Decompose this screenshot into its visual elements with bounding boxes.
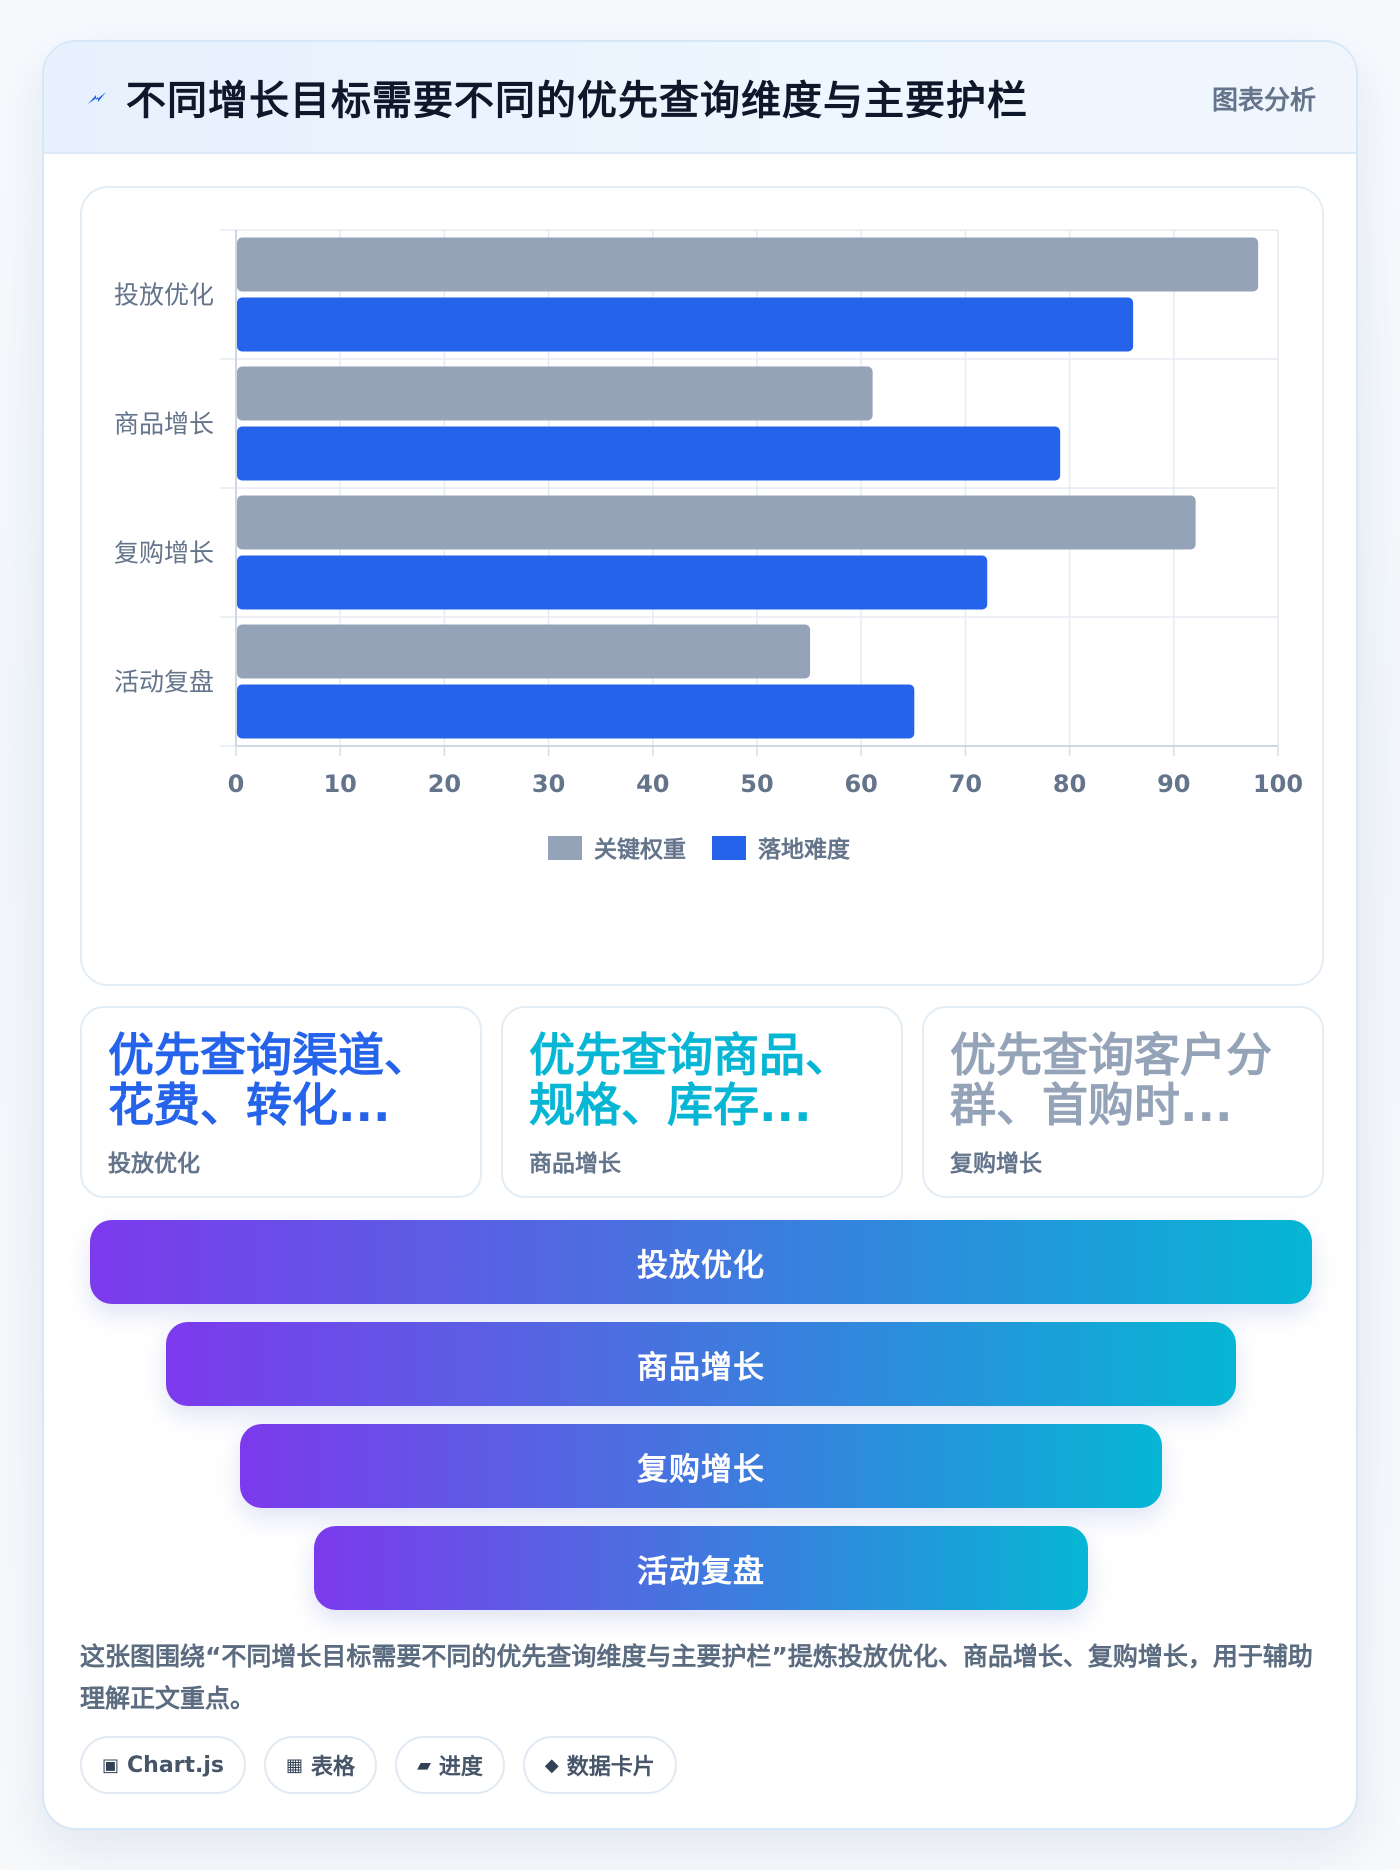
tick-label-x: 100 [1253,770,1303,798]
funnel-step-3: 复购增长 [240,1424,1162,1508]
bar-weight [237,495,1196,550]
chip-label: 进度 [438,1755,483,1780]
lightning-icon [88,92,106,104]
legend-label: 落地难度 [758,836,851,863]
category-label: 复购增长 [114,539,214,568]
stat-card-3: 优先查询客户分群、首购时... 复购增长 [922,1006,1324,1198]
tick-label-x: 90 [1157,770,1190,798]
header-tag: 图表分析 [1211,86,1316,116]
chart-description: 这张图围绕“不同增长目标需要不同的优先查询维度与主要护栏”提炼投放优化、商品增长… [80,1642,1313,1713]
category-label: 活动复盘 [114,668,214,697]
tick-label-x: 40 [636,770,669,798]
stat-card-2: 优先查询商品、规格、库存... 商品增长 [501,1006,903,1198]
bar-weight [237,624,811,679]
progress-icon: ▰ [417,1754,431,1776]
chart-panel: 0 10 20 30 40 50 60 70 80 90 100 投放优化商品增长复购增长活动复盘关键… [80,186,1324,986]
stat-card-label: 投放优化 [108,1151,200,1177]
tick-label-x: 70 [949,770,982,798]
chip-data-card[interactable]: ◆ 数据卡片 [522,1736,677,1794]
chip-label: 表格 [311,1755,356,1780]
tech-chips: ▣ Chart.js ▦ 表格 ▰ 进度 ◆ 数据卡片 [80,1736,677,1794]
tick-label-x: 30 [532,770,565,798]
tick-label-x: 50 [740,770,773,798]
category-label: 商品增长 [114,410,214,439]
chart-card: 不同增长目标需要不同的优先查询维度与主要护栏 图表分析 0 10 20 30 40 50 6… [42,40,1358,1830]
chip-label: Chart.js [127,1752,225,1778]
chip-label: 数据卡片 [566,1755,655,1780]
page-title: 不同增长目标需要不同的优先查询维度与主要护栏 [126,78,1028,124]
chip-table[interactable]: ▦ 表格 [264,1736,378,1794]
stat-card-label: 商品增长 [529,1151,621,1177]
bar-difficulty [237,426,1061,481]
bar-weight [237,366,873,421]
tick-label-x: 10 [323,770,356,798]
stat-card-label: 复购增长 [950,1151,1042,1177]
legend-label: 关键权重 [594,836,686,863]
tick-label-x: 0 [228,770,245,798]
stat-card-1: 优先查询渠道、花费、转化... 投放优化 [80,1006,482,1198]
bar-difficulty [237,555,988,610]
stat-card-headline: 优先查询渠道、花费、转化... [108,1030,430,1130]
funnel-step-4: 活动复盘 [314,1526,1088,1610]
chip-chartjs[interactable]: ▣ Chart.js [80,1736,247,1794]
bar-weight [237,237,1259,292]
bar-difficulty [237,684,915,739]
category-label: 投放优化 [114,281,214,310]
card-header: 不同增长目标需要不同的优先查询维度与主要护栏 图表分析 [44,42,1356,154]
funnel-step-1: 投放优化 [90,1220,1312,1304]
stat-card-headline: 优先查询商品、规格、库存... [529,1030,851,1130]
tick-label-x: 60 [844,770,877,798]
legend-swatch [548,836,582,860]
bar-chart: 0 10 20 30 40 50 60 70 80 90 100 投放优化商品增长复购增长活动复盘关键… [114,229,1303,863]
chip-progress[interactable]: ▰ 进度 [395,1736,505,1794]
tick-label-x: 20 [428,770,461,798]
chart-square-icon: ▣ [102,1754,120,1776]
stat-card-headline: 优先查询客户分群、首购时... [950,1030,1272,1130]
diamond-icon: ◆ [544,1754,559,1776]
bar-difficulty [237,297,1134,352]
table-icon: ▦ [286,1754,304,1776]
funnel-step-2: 商品增长 [166,1322,1236,1406]
tick-label-x: 80 [1053,770,1086,798]
legend-swatch [712,836,746,860]
